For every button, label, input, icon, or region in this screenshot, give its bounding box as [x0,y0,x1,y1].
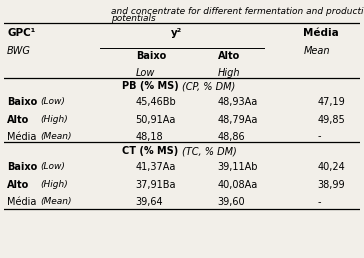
Text: (High): (High) [40,115,68,124]
Text: Mean: Mean [303,46,330,56]
Text: BWG: BWG [7,46,31,56]
Text: GPC¹: GPC¹ [7,28,35,38]
Text: -: - [317,197,321,207]
Text: Baixo: Baixo [7,98,37,107]
Text: 39,64: 39,64 [136,197,163,207]
Text: 49,85: 49,85 [317,115,345,125]
Text: (Low): (Low) [40,98,65,106]
Text: 48,93Aa: 48,93Aa [218,98,258,107]
Text: -: - [317,132,321,142]
Text: CT (% MS): CT (% MS) [122,146,182,156]
Text: and concentrate for different fermentation and production: and concentrate for different fermentati… [111,7,364,16]
Text: Baixo: Baixo [136,51,166,61]
Text: 45,46Bb: 45,46Bb [136,98,177,107]
Text: (Mean): (Mean) [40,132,71,141]
Text: 48,86: 48,86 [218,132,245,142]
Text: Média: Média [7,197,37,207]
Text: Low: Low [136,68,155,78]
Text: 50,91Aa: 50,91Aa [136,115,176,125]
Text: 41,37Aa: 41,37Aa [136,162,176,172]
Text: (CP, % DM): (CP, % DM) [182,82,235,92]
Text: 40,24: 40,24 [317,162,345,172]
Text: Alto: Alto [7,115,29,125]
Text: Baixo: Baixo [7,162,37,172]
Text: 47,19: 47,19 [317,98,345,107]
Text: (Low): (Low) [40,162,65,171]
Text: (High): (High) [40,180,68,189]
Text: PB (% MS): PB (% MS) [122,82,182,92]
Text: potentials: potentials [111,14,155,23]
Text: 48,79Aa: 48,79Aa [218,115,258,125]
Text: 39,60: 39,60 [218,197,245,207]
Text: y²: y² [171,28,182,38]
Text: 39,11Ab: 39,11Ab [218,162,258,172]
Text: 37,91Ba: 37,91Ba [136,180,176,190]
Text: (TC, % DM): (TC, % DM) [182,146,237,156]
Text: Alto: Alto [218,51,240,61]
Text: Média: Média [303,28,339,38]
Text: Média: Média [7,132,37,142]
Text: 40,08Aa: 40,08Aa [218,180,258,190]
Text: Alto: Alto [7,180,29,190]
Text: High: High [218,68,240,78]
Text: (Mean): (Mean) [40,197,71,206]
Text: 38,99: 38,99 [317,180,345,190]
Text: 48,18: 48,18 [136,132,163,142]
